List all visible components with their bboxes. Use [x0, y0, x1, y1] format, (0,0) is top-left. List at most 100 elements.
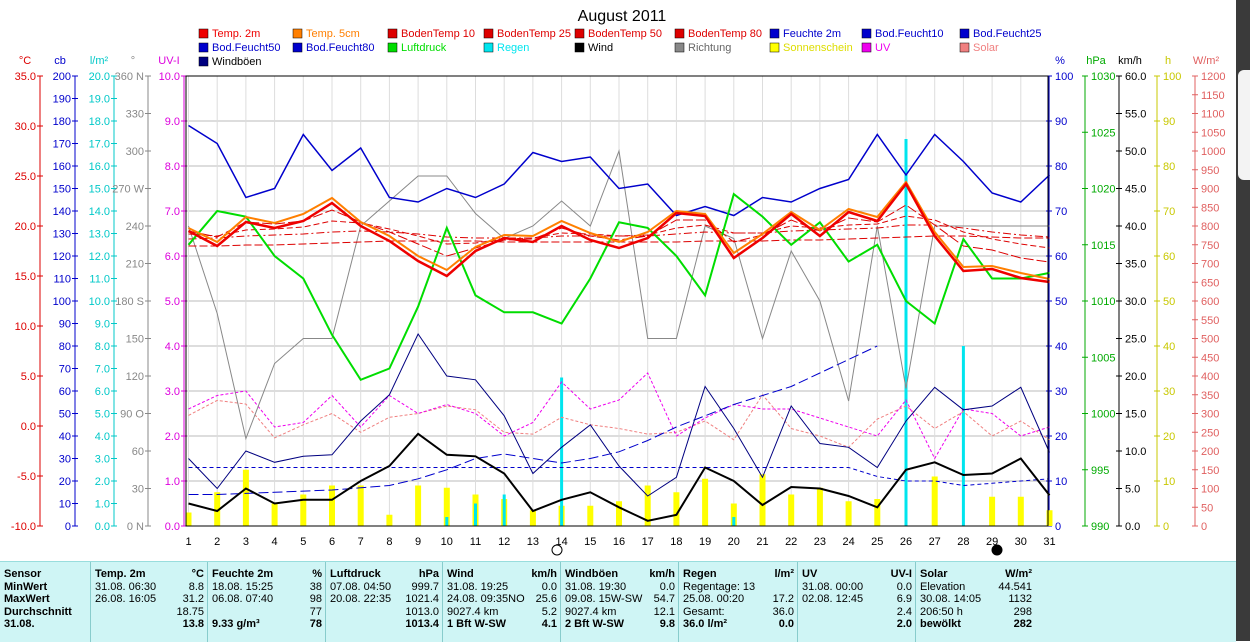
stats-header: UV UV-I — [798, 568, 916, 581]
sunshine-bar — [185, 512, 192, 526]
axis-tick-label: 60 — [132, 446, 144, 458]
axis-tick-label: 120 — [53, 251, 71, 263]
axis-tick-label: 13.0 — [89, 229, 110, 241]
stats-value: 5.2 — [541, 605, 557, 618]
axis-tick-label: 80 — [1163, 161, 1175, 173]
stats-label: Elevation — [920, 580, 966, 593]
stats-row: 02.08. 12:45 6.9 — [798, 593, 916, 606]
axis-tick-label: 60 — [1163, 251, 1175, 263]
rain-bar — [904, 139, 908, 526]
axis-tick-label: 140 — [53, 206, 71, 218]
axis-tick-label: 150 — [1201, 465, 1219, 477]
axis-tick-label: 700 — [1201, 259, 1219, 271]
stats-label: Gesamt: — [683, 605, 725, 618]
axis-tick-label: 90 — [1055, 116, 1067, 128]
axis-tick-label: 1150 — [1201, 90, 1225, 102]
legend-swatch — [483, 28, 494, 39]
axis-tick-label: 12.0 — [89, 251, 110, 263]
x-tick-label: 28 — [957, 536, 969, 548]
stats-value: 38 — [309, 580, 322, 593]
axis-tick-label: 35.0 — [15, 71, 36, 83]
legend-swatch — [769, 42, 780, 53]
axis-tick-label: 15.0 — [15, 271, 36, 283]
axis-tick-label: 330 — [126, 109, 144, 121]
axis-tick-label: 0.0 — [21, 421, 36, 433]
axis-tick-label: 1005 — [1091, 352, 1115, 364]
axis-tick-label: 5.0 — [1125, 484, 1140, 496]
stats-label: Temp. 2m — [95, 568, 146, 580]
x-tick-label: 21 — [756, 536, 768, 548]
stats-row: 9.33 g/m³ 78 — [208, 618, 326, 631]
sunshine-bar — [1017, 496, 1024, 526]
axis-tick-label: 30 — [132, 484, 144, 496]
axis-tick-label: 100 — [1201, 484, 1219, 496]
stats-row: 36.0 l/m² 0.0 — [679, 618, 798, 631]
legend-label: Windböen — [212, 56, 262, 68]
stats-column: Feuchte 2m% 18.08. 15:25 38 06.08. 07:40 98 7… — [207, 562, 326, 642]
axis-tick-label: 15.0 — [89, 184, 110, 196]
stats-value: 98 — [309, 593, 322, 606]
x-tick-label: 15 — [584, 536, 596, 548]
legend-swatch — [674, 28, 685, 39]
axis-tick-label: 14.0 — [89, 206, 110, 218]
stats-value: 12.1 — [653, 605, 675, 618]
x-tick-label: 26 — [900, 536, 912, 548]
axis-unit-label: °C — [19, 55, 31, 67]
legend-label: BodenTemp 50 — [588, 28, 662, 40]
stats-row: 2.0 — [798, 618, 916, 631]
x-tick-label: 24 — [842, 536, 854, 548]
stats-label: 31.08. — [4, 618, 35, 631]
series-line-bodentemp-25 — [188, 215, 1050, 249]
legend-swatch — [198, 42, 209, 53]
sunshine-bar — [357, 485, 364, 526]
x-tick-label: 9 — [415, 536, 421, 548]
stats-label: 9.33 g/m³ — [212, 618, 260, 631]
axis-tick-label: 3.0 — [165, 386, 180, 398]
stats-row: 9027.4 km 12.1 — [561, 606, 679, 619]
axis-tick-label: 200 — [1201, 446, 1219, 458]
axis-tick-label: 250 — [1201, 427, 1219, 439]
axis-tick-label: 150 — [53, 184, 71, 196]
axis-tick-label: 60 — [59, 386, 71, 398]
axis-tick-label: 0 — [1055, 521, 1061, 533]
axis-tick-label: 550 — [1201, 315, 1219, 327]
x-tick-label: 18 — [670, 536, 682, 548]
stats-header: Feuchte 2m% — [208, 568, 326, 581]
axis-tick-label: 7.0 — [95, 364, 110, 376]
legend-swatch — [959, 42, 970, 53]
stats-row: MaxWert — [0, 593, 90, 606]
stats-column: Luftdruck hPa 07.08. 04:50 999.7 20.08. 22:3… — [325, 562, 443, 642]
axis-tick-label: 40 — [1055, 341, 1067, 353]
stats-label: 20.08. 22:35 — [330, 593, 392, 606]
axis-tick-label: 160 — [53, 161, 71, 173]
x-tick-label: 22 — [785, 536, 797, 548]
series-line-temp-2m — [187, 181, 1050, 284]
legend-label: BodenTemp 25 — [497, 28, 571, 40]
sunshine-bar — [759, 474, 766, 526]
stats-label: 206:50 h — [920, 605, 963, 618]
legend-label: Bod.Feucht80 — [306, 42, 375, 54]
left-axes: °C 35.0 30.0 25.0 20.0 15.0 10.0 5.0 0.0 -5.0 -10.… — [11, 55, 187, 533]
x-axis: 1 2 3 4 5 6 7 8 9 10 11 12 13 14 15 16 17 18 19 20 21 22 23 24 2… — [185, 536, 1055, 548]
axis-tick-label: 50 — [59, 409, 71, 421]
axis-tick-label: 0.0 — [95, 521, 110, 533]
side-panel — [1236, 0, 1250, 641]
legend-label: Regen — [497, 42, 529, 54]
stats-row: 13.8 — [91, 618, 208, 631]
axis-tick-label: 100 — [1055, 71, 1073, 83]
axis-tick-label: 50 — [1201, 502, 1213, 514]
sunshine-bar — [874, 499, 881, 526]
series-line-luftdruck — [187, 192, 1050, 382]
stats-value: 25.6 — [535, 593, 557, 606]
stats-header: Temp. 2m °C — [91, 568, 208, 581]
series-line-windb-en — [188, 332, 1050, 497]
axis-tick-label: 270 W — [112, 184, 144, 196]
stats-value: 4.1 — [541, 618, 557, 631]
axis-tick-label: 20.0 — [1125, 371, 1146, 383]
new-moon-icon — [991, 544, 1003, 556]
chart-background — [0, 0, 1236, 561]
axis-tick-label: 5.0 — [21, 371, 36, 383]
axis-tick-label: 1030 — [1091, 71, 1115, 83]
sunshine-bar — [300, 494, 307, 526]
stats-value: 18.75 — [176, 605, 204, 618]
